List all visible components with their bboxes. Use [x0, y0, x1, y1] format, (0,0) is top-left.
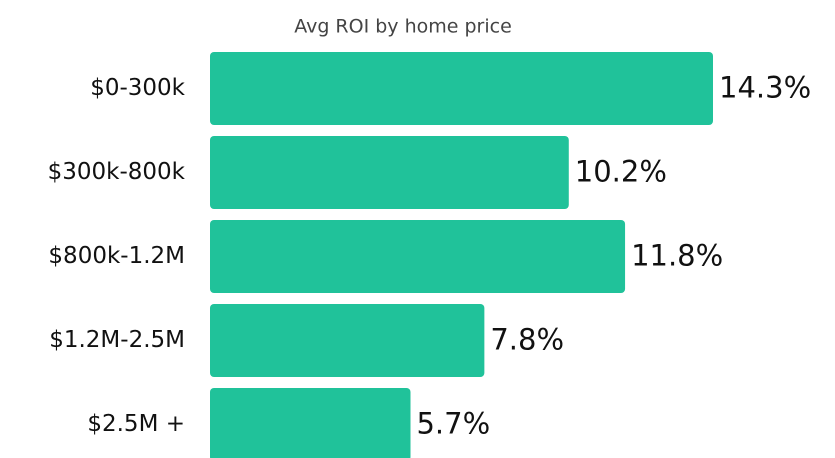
bar [210, 388, 411, 458]
chart-title: Avg ROI by home price [294, 16, 512, 38]
category-label: $2.5M + [87, 411, 185, 437]
value-label: 10.2% [575, 155, 667, 189]
bar [210, 304, 485, 377]
value-label: 7.8% [490, 323, 564, 357]
bar [210, 136, 569, 209]
category-label: $0-300k [90, 75, 185, 101]
category-label: $800k-1.2M [48, 243, 185, 269]
bar [210, 220, 626, 293]
bar [210, 52, 713, 125]
category-label: $1.2M-2.5M [49, 327, 185, 353]
category-label: $300k-800k [48, 159, 186, 185]
value-label: 14.3% [719, 71, 811, 105]
value-label: 5.7% [416, 407, 490, 441]
value-label: 11.8% [631, 239, 723, 273]
